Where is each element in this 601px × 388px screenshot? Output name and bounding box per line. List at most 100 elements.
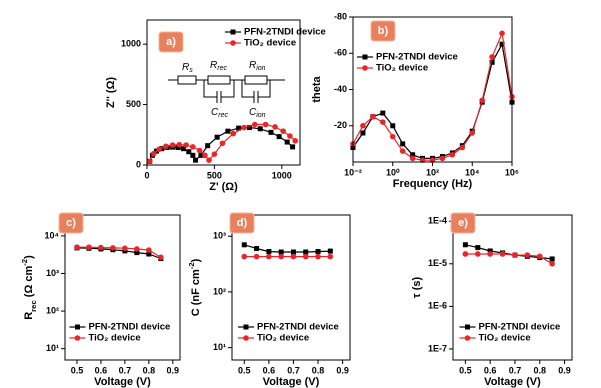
x-tick-label: 0.7 xyxy=(287,365,300,375)
x-tick-label: 10² xyxy=(426,167,439,177)
marker xyxy=(190,152,196,158)
marker xyxy=(134,246,140,252)
panel-label-box xyxy=(58,212,84,234)
legend-label: PFN-2TNDI device xyxy=(244,27,326,38)
circuit-wire xyxy=(258,80,271,98)
marker xyxy=(254,246,260,252)
y-tick-label: 10² xyxy=(213,286,226,296)
y-axis-label: Rrec (Ω cm-2) xyxy=(20,255,38,320)
marker xyxy=(198,152,204,158)
marker xyxy=(219,140,226,147)
x-tick-label: 10⁻² xyxy=(344,167,362,177)
y-axis-label: Z'' (Ω) xyxy=(105,77,117,108)
marker xyxy=(410,152,416,158)
marker xyxy=(380,110,386,116)
marker xyxy=(122,245,128,252)
marker xyxy=(327,248,333,254)
text-part: τ (s) xyxy=(411,276,423,298)
marker xyxy=(409,155,416,162)
legend-marker xyxy=(464,335,471,341)
marker xyxy=(268,129,274,135)
legend-label: TiO₂ device xyxy=(376,63,428,74)
marker xyxy=(292,138,299,144)
y-axis-label: theta xyxy=(311,75,323,102)
text-part: R xyxy=(210,60,217,71)
circuit-label: Rs xyxy=(182,62,193,75)
x-tick-label: 500 xyxy=(207,170,222,180)
text-part: (Ω cm xyxy=(23,266,35,301)
marker xyxy=(146,251,152,257)
circuit-label: Rion xyxy=(249,60,266,73)
y-tick-label: 10¹ xyxy=(46,343,59,353)
marker xyxy=(236,125,242,131)
marker xyxy=(290,253,297,260)
marker xyxy=(487,248,493,254)
legend-label: PFN-2TNDI device xyxy=(376,52,458,63)
y-tick-label: 1000 xyxy=(121,39,141,49)
y-tick-label: 10³ xyxy=(213,231,226,241)
marker xyxy=(110,245,116,251)
marker xyxy=(278,253,284,260)
text-part: ion xyxy=(256,65,265,72)
legend-marker xyxy=(230,40,236,46)
marker xyxy=(86,244,92,251)
x-tick-label: 1000 xyxy=(272,170,292,180)
legend-marker xyxy=(243,324,249,330)
legend-marker xyxy=(362,54,368,60)
marker xyxy=(400,141,406,147)
marker xyxy=(475,245,481,251)
marker xyxy=(134,250,140,256)
text-part: Z' (Ω) xyxy=(209,181,238,193)
marker xyxy=(479,97,485,104)
text-part: -2 xyxy=(20,259,29,266)
marker xyxy=(524,252,531,258)
marker xyxy=(266,249,272,255)
marker xyxy=(536,253,543,260)
marker xyxy=(462,242,468,248)
y-axis-label: τ (s) xyxy=(411,276,423,298)
marker xyxy=(205,143,211,149)
text-part: rec xyxy=(217,65,227,72)
circuit-wire xyxy=(203,80,217,98)
circuit-wire xyxy=(241,80,254,98)
marker xyxy=(284,139,290,145)
y-tick-label: 0 xyxy=(136,159,141,169)
marker xyxy=(287,133,293,139)
marker xyxy=(499,251,506,257)
marker xyxy=(462,251,469,257)
x-tick-label: 0.8 xyxy=(143,365,156,375)
marker xyxy=(489,59,495,65)
plot-frame xyxy=(452,214,573,361)
x-tick-label: 10⁰ xyxy=(386,167,400,177)
marker xyxy=(549,256,555,262)
marker xyxy=(489,54,495,60)
marker xyxy=(175,144,181,150)
circuit-wire xyxy=(221,80,235,98)
y-tick-label: 1E-7 xyxy=(428,343,447,353)
marker xyxy=(241,124,247,131)
marker xyxy=(202,152,208,159)
marker xyxy=(180,146,186,152)
marker xyxy=(389,133,396,140)
text-part: Voltage (V) xyxy=(484,376,541,388)
circuit-label: Crec xyxy=(211,107,228,120)
marker xyxy=(399,148,406,154)
panel-label: c) xyxy=(66,217,76,229)
legend-label: PFN-2TNDI device xyxy=(479,322,561,333)
legend-marker xyxy=(243,335,249,341)
x-tick-label: 10⁶ xyxy=(505,167,519,177)
marker xyxy=(183,142,189,148)
panel-label-box xyxy=(229,212,255,234)
x-axis-label: Voltage (V) xyxy=(484,376,541,388)
marker xyxy=(360,122,366,129)
legend-label: TiO₂ device xyxy=(89,333,141,344)
marker xyxy=(186,149,192,155)
circuit-label: Rrec xyxy=(210,60,227,73)
legend-label: TiO₂ device xyxy=(257,333,309,344)
plot-frame xyxy=(231,214,351,361)
y-tick-label: 500 xyxy=(126,99,141,109)
panel-label-box xyxy=(158,31,184,53)
marker xyxy=(327,253,334,260)
x-tick-label: 0.6 xyxy=(484,365,497,375)
